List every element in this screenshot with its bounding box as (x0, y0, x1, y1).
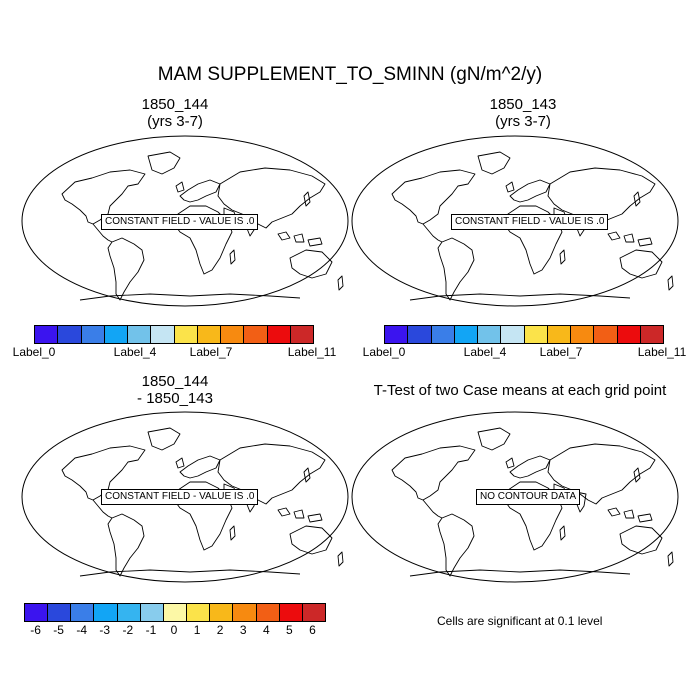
colorbar-diff-swatch (94, 604, 118, 621)
panel-1-title: 1850_144 (yrs 3-7) (70, 96, 280, 130)
colorbar-1-label: Label_4 (113, 345, 157, 359)
colorbar-diff-label: 0 (170, 623, 178, 637)
colorbar-swatch (594, 326, 618, 343)
colorbar-diff-swatch (302, 604, 326, 621)
panel-3-title: 1850_144 - 1850_143 (70, 373, 280, 407)
colorbar-swatch (221, 326, 245, 343)
colorbar-diff (24, 603, 326, 622)
panel-2-title-line2: (yrs 3-7) (495, 113, 551, 130)
colorbar-2-label: Label_7 (539, 345, 583, 359)
panel-4-title-line1: T-Test of two Case means at each grid po… (373, 382, 667, 399)
colorbar-diff-swatch (163, 604, 188, 621)
colorbar-diff-swatch (233, 604, 257, 621)
colorbar-1-label: Label_7 (189, 345, 233, 359)
colorbar-diff-label: 2 (216, 623, 224, 637)
colorbar-swatch (81, 326, 105, 343)
colorbar-diff-label: 5 (286, 623, 293, 637)
colorbar-swatch (104, 326, 128, 343)
colorbar-swatch (478, 326, 502, 343)
panel-4-note: NO CONTOUR DATA (476, 489, 581, 505)
colorbar-swatch (244, 326, 268, 343)
colorbar-swatch (571, 326, 595, 343)
colorbar-diff-label: -1 (145, 623, 157, 637)
colorbar-swatch (290, 326, 313, 343)
panel-3-note: CONSTANT FIELD - VALUE IS .0 (101, 489, 259, 505)
panel-3-title-line1: 1850_144 (141, 373, 209, 390)
colorbar-swatch (547, 326, 571, 343)
colorbar-swatch (128, 326, 152, 343)
colorbar-diff-swatch (279, 604, 303, 621)
colorbar-swatch (58, 326, 82, 343)
colorbar-panel-2 (384, 325, 664, 344)
colorbar-1-label: Label_0 (12, 345, 56, 359)
colorbar-swatch (501, 326, 525, 343)
colorbar-swatch (151, 326, 175, 343)
colorbar-diff-swatch (256, 604, 280, 621)
colorbar-2-label: Label_11 (637, 345, 687, 359)
colorbar-panel-1 (34, 325, 314, 344)
colorbar-swatch (174, 326, 198, 343)
panel-2-note: CONSTANT FIELD - VALUE IS .0 (451, 214, 609, 230)
colorbar-diff-swatch (140, 604, 164, 621)
colorbar-2-label: Label_4 (463, 345, 507, 359)
panel-2-title: 1850_143 (yrs 3-7) (418, 96, 628, 130)
colorbar-diff-swatch (25, 604, 49, 621)
panel-1-title-line1: 1850_144 (141, 96, 209, 113)
colorbar-diff-label: -4 (76, 623, 88, 637)
colorbar-diff-label: 6 (309, 623, 316, 637)
colorbar-diff-swatch (117, 604, 141, 621)
colorbar-swatch (197, 326, 221, 343)
colorbar-diff-label: -5 (53, 623, 64, 637)
colorbar-swatch (454, 326, 478, 343)
colorbar-2-label: Label_0 (362, 345, 406, 359)
colorbar-swatch (35, 326, 59, 343)
colorbar-swatch (617, 326, 641, 343)
colorbar-diff-label: -2 (122, 623, 134, 637)
colorbar-swatch (267, 326, 291, 343)
colorbar-diff-swatch (187, 604, 211, 621)
significance-note: Cells are significant at 0.1 level (437, 614, 603, 628)
colorbar-diff-swatch (48, 604, 72, 621)
colorbar-diff-label: 1 (193, 623, 201, 637)
colorbar-diff-swatch (71, 604, 95, 621)
panel-2-title-line1: 1850_143 (489, 96, 557, 113)
panel-1-title-line2: (yrs 3-7) (147, 113, 203, 130)
panel-4-title: T-Test of two Case means at each grid po… (340, 382, 700, 399)
colorbar-swatch (640, 326, 663, 343)
colorbar-diff-label: 3 (239, 623, 247, 637)
colorbar-diff-label: -6 (30, 623, 41, 637)
colorbar-diff-label: 4 (262, 623, 270, 637)
main-title: MAM SUPPLEMENT_TO_SMINN (gN/m^2/y) (157, 64, 543, 85)
colorbar-swatch (408, 326, 432, 343)
colorbar-swatch (385, 326, 409, 343)
colorbar-diff-label: -3 (99, 623, 111, 637)
colorbar-1-label: Label_11 (287, 345, 337, 359)
colorbar-diff-swatch (210, 604, 234, 621)
panel-3-title-line2: - 1850_143 (137, 390, 213, 407)
colorbar-swatch (524, 326, 548, 343)
panel-1-note: CONSTANT FIELD - VALUE IS .0 (101, 214, 259, 230)
colorbar-swatch (431, 326, 455, 343)
